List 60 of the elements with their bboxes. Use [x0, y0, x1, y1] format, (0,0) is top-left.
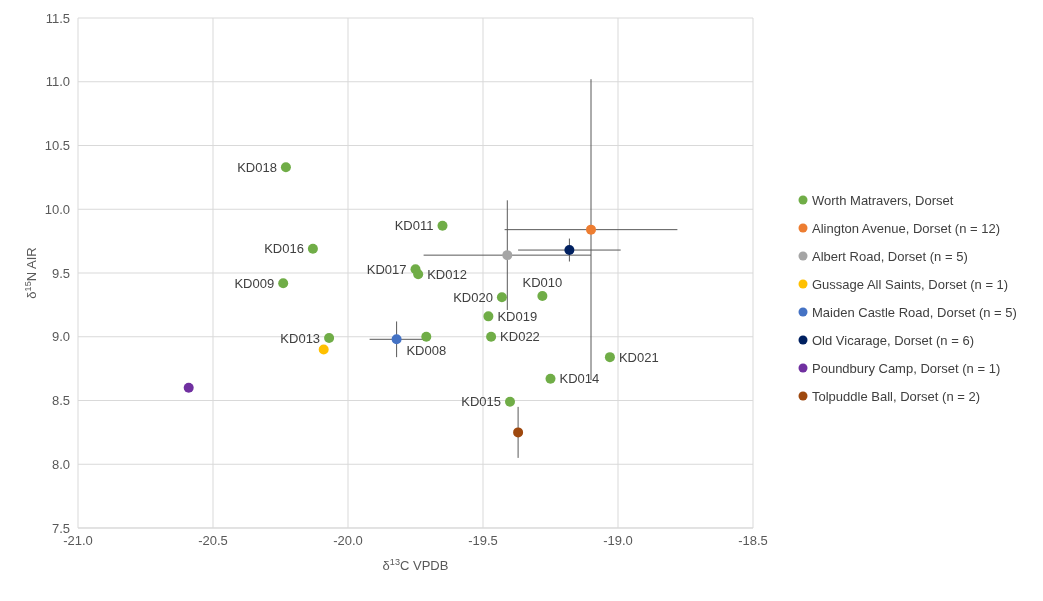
point [604, 352, 615, 363]
annotation: KD020 [453, 289, 493, 305]
y-tick-label: 9.0 [51, 329, 70, 345]
y-tick-label: 8.5 [51, 393, 70, 409]
legend-label: Maiden Castle Road, Dorset (n = 5) [812, 304, 1017, 320]
point [486, 331, 497, 342]
annotation: KD012 [427, 266, 467, 282]
point [505, 396, 515, 407]
point [278, 278, 289, 289]
point [437, 220, 448, 231]
x-tick-label: -19.0 [603, 533, 633, 549]
legend-label: Tolpuddle Ball, Dorset (n = 2) [812, 388, 981, 404]
legend-label: Albert Road, Dorset (n = 5) [812, 248, 968, 264]
point [513, 427, 524, 438]
x-tick-label: -20.0 [333, 533, 363, 549]
y-tick-label: 11.5 [45, 10, 70, 26]
annotation: KD021 [618, 349, 659, 365]
annotation: KD016 [264, 241, 304, 257]
point [537, 290, 548, 301]
legend-label: Alington Avenue, Dorset (n = 12) [812, 220, 1001, 236]
y-tick-label: 7.5 [51, 520, 70, 536]
annotation: KD018 [237, 159, 277, 175]
y-tick-label: 10.5 [44, 138, 70, 154]
annotation: KD017 [366, 261, 407, 277]
x-tick-label: -19.5 [468, 533, 498, 549]
annotation: KD014 [559, 371, 600, 387]
point [318, 344, 329, 355]
x-tick-label: -18.5 [738, 533, 768, 549]
annotation: KD019 [497, 308, 538, 324]
annotation: KD008 [406, 342, 447, 358]
x-tick-label: -21.0 [63, 533, 93, 549]
annotation: KD010 [522, 274, 563, 290]
x-axis-title: δ$^{13}$C VPDB [382, 557, 449, 573]
y-tick-label: 11.0 [45, 74, 70, 90]
y-tick-label: 9.5 [51, 265, 70, 281]
point [564, 245, 575, 256]
legend-label: Poundbury Camp, Dorset (n = 1) [812, 360, 1001, 376]
y-tick-label: 8.0 [51, 456, 70, 472]
point [586, 224, 596, 235]
x-tick-label: -20.5 [198, 533, 228, 549]
point [496, 292, 507, 303]
legend-label: Worth Matravers, Dorset [812, 192, 954, 208]
point [545, 373, 556, 384]
point [413, 269, 424, 280]
annotation: KD015 [461, 394, 501, 410]
point [391, 334, 402, 345]
point [280, 162, 291, 173]
point [324, 333, 335, 344]
annotation: KD022 [500, 329, 540, 345]
legend-label: Old Vicarage, Dorset (n = 6) [812, 332, 974, 348]
point [307, 243, 318, 254]
annotation: KD009 [234, 275, 275, 291]
annotation: KD013 [280, 330, 321, 346]
point [483, 311, 494, 322]
point [183, 382, 194, 393]
y-tick-label: 10.0 [44, 201, 70, 217]
point [421, 331, 432, 342]
annotation: KD011 [394, 218, 434, 234]
legend-label: Gussage All Saints, Dorset (n = 1) [812, 276, 1009, 292]
point [502, 250, 513, 261]
